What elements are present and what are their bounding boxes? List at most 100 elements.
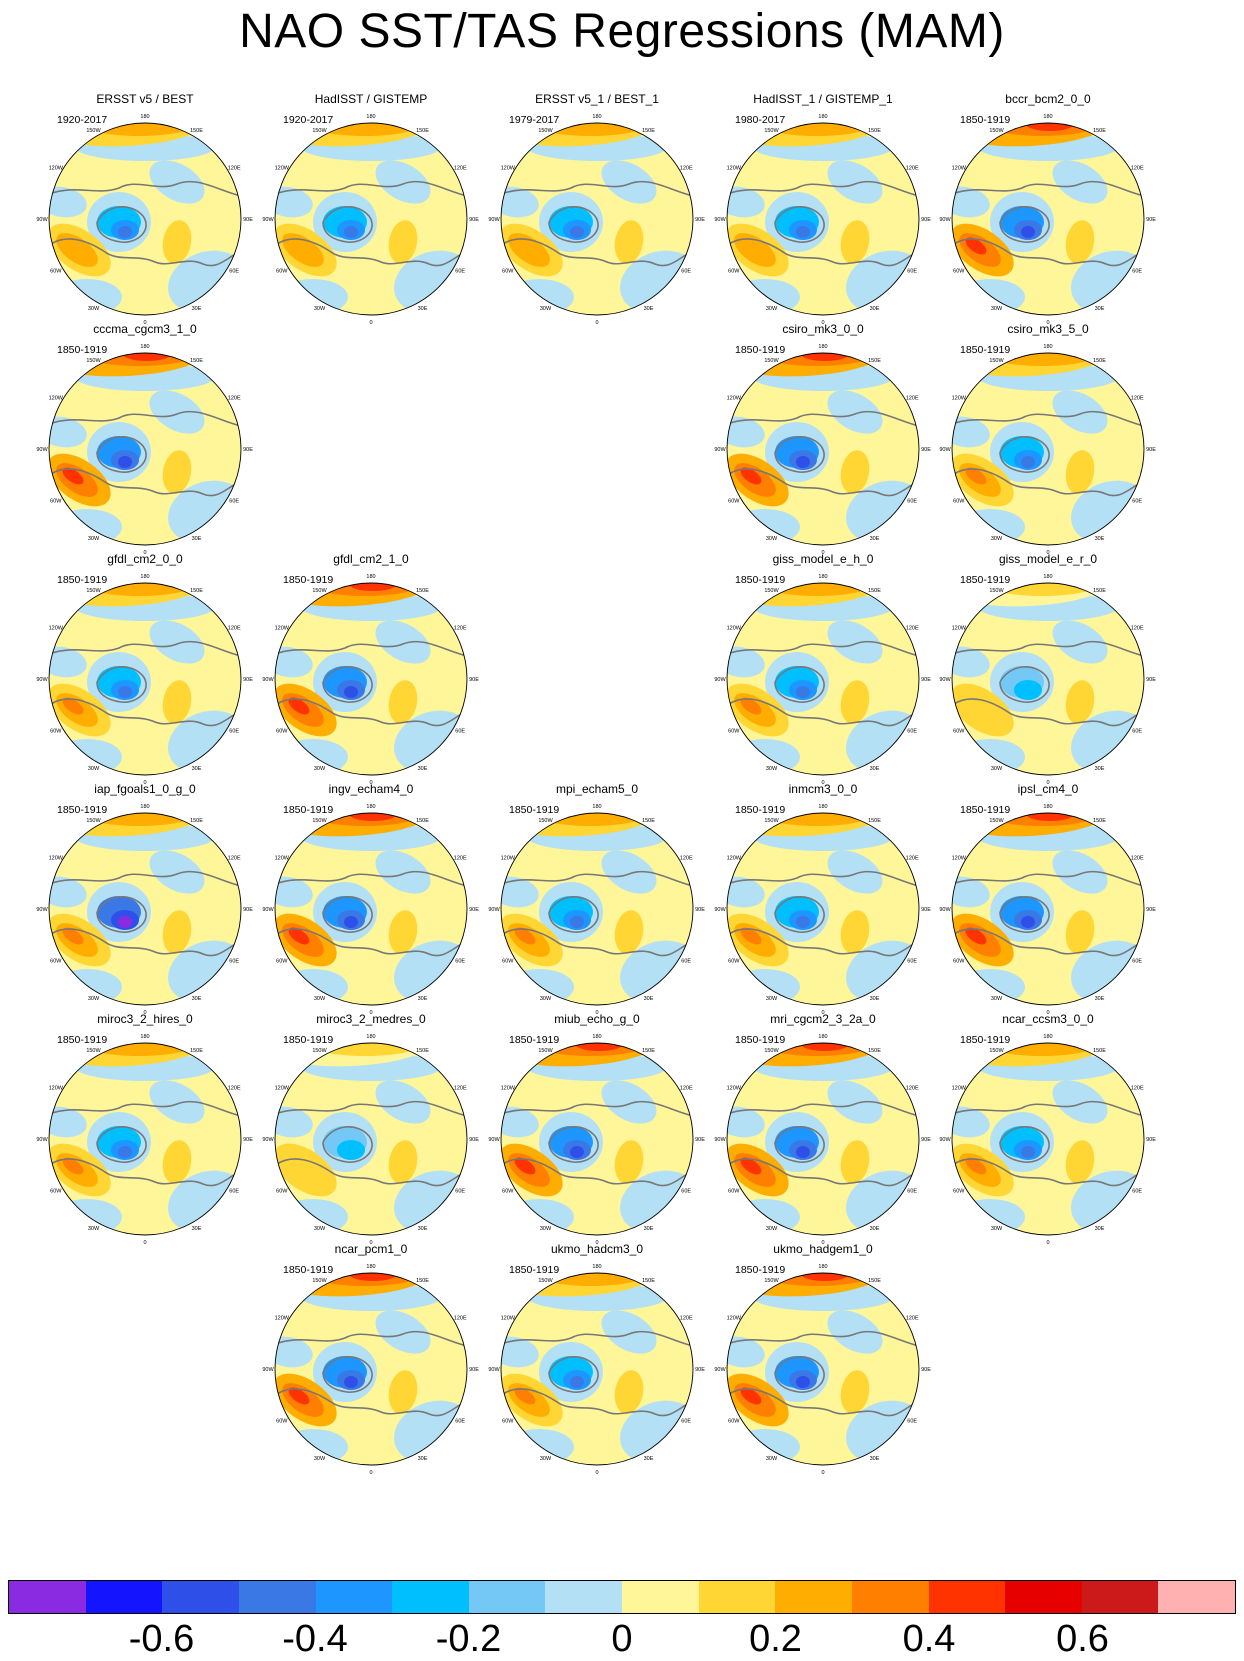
longitude-label: 180 <box>1043 574 1052 580</box>
longitude-label: 30E <box>644 996 654 1002</box>
longitude-label: 60E <box>455 269 465 275</box>
longitude-label: 150W <box>86 1048 101 1054</box>
atlantic-warm-core <box>965 927 987 945</box>
longitude-label: 60W <box>502 959 514 965</box>
longitude-label: 90E <box>921 447 931 453</box>
map-panel: 180 150E 120E 90E 60E 30E 0 30W 60W 90W 120W 150W nc… <box>253 1242 489 1484</box>
longitude-label: 120E <box>454 166 467 172</box>
longitude-label: 60W <box>502 269 514 275</box>
map-panel: 180 150E 120E 90E 60E 30E 0 30W 60W 90W 120W 150W mr… <box>705 1012 941 1254</box>
panel-period: 1980-2017 <box>735 114 786 126</box>
longitude-label: 90W <box>714 447 726 453</box>
eurasia-warm-anomaly <box>840 450 870 494</box>
longitude-label: 30W <box>766 536 778 542</box>
eurasia-warm-anomaly <box>840 1140 870 1184</box>
labrador-cold-core <box>118 1146 132 1158</box>
atlantic-warm-core <box>62 467 84 485</box>
longitude-label: 180 <box>818 804 827 810</box>
longitude-label: 90W <box>36 907 48 913</box>
longitude-label: 60E <box>229 959 239 965</box>
panel-title: HadISST_1 / GISTEMP_1 <box>753 92 893 106</box>
coastlines <box>49 870 241 957</box>
longitude-label: 30E <box>1095 1226 1105 1232</box>
longitude-label: 120W <box>952 396 967 402</box>
cool-region <box>601 850 657 894</box>
map-panel: 180 150E 120E 90E 60E 30E 0 30W 60W 90W 120W 150W mi… <box>479 1012 715 1254</box>
coastlines <box>952 1100 1144 1187</box>
polar-stereographic-map: 180 150E 120E 90E 60E 30E 0 30W 60W 90W 120W 150W <box>262 804 479 1016</box>
longitude-label: 90E <box>469 1367 479 1373</box>
longitude-label: 90W <box>714 1137 726 1143</box>
map-boundary <box>500 1042 694 1236</box>
longitude-label: 120W <box>501 1086 516 1092</box>
coastlines <box>275 870 467 957</box>
longitude-label: 60E <box>229 1189 239 1195</box>
longitude-label: 90E <box>469 677 479 683</box>
eurasia-warm-anomaly <box>840 910 870 954</box>
longitude-label: 180 <box>366 1264 375 1270</box>
colorbar-tick-label: -0.2 <box>435 1618 502 1660</box>
longitude-label: 180 <box>140 574 149 580</box>
map-panel: 180 150E 120E 90E 60E 30E 0 30W 60W 90W 120W 150W uk… <box>479 1242 715 1484</box>
longitude-label: 30E <box>418 1226 428 1232</box>
longitude-label: 150E <box>416 818 429 824</box>
longitude-label: 90W <box>939 907 951 913</box>
polar-stereographic-map: 180 150E 120E 90E 60E 30E 0 30W 60W 90W 120W 150W <box>714 1034 931 1246</box>
longitude-label: 120W <box>952 1086 967 1092</box>
eurasia-warm-anomaly <box>1065 220 1095 264</box>
eurasia-warm-anomaly <box>388 220 418 264</box>
panel-period: 1850-1919 <box>509 1264 560 1276</box>
longitude-label: 90E <box>469 217 479 223</box>
coastlines <box>501 180 693 267</box>
panel-title: cccma_cgcm3_1_0 <box>93 322 197 336</box>
colorbar-tick-label: 0.4 <box>902 1618 956 1660</box>
longitude-label: 30E <box>870 536 880 542</box>
longitude-label: 120W <box>952 166 967 172</box>
coastlines <box>49 180 241 267</box>
longitude-label: 150E <box>190 588 203 594</box>
longitude-label: 90E <box>243 907 253 913</box>
longitude-label: 30W <box>540 306 552 312</box>
polar-stereographic-map: 180 150E 120E 90E 60E 30E 0 30W 60W 90W 120W 150W <box>36 804 253 1016</box>
longitude-label: 0 <box>595 1470 598 1476</box>
longitude-label: 150W <box>764 1278 779 1284</box>
polar-stereographic-map: 180 150E 120E 90E 60E 30E 0 30W 60W 90W 120W 150W <box>939 114 1156 326</box>
coastlines <box>49 1100 241 1187</box>
polar-stereographic-map: 180 150E 120E 90E 60E 30E 0 30W 60W 90W 120W 150W <box>488 804 705 1016</box>
atlantic-warm-core <box>288 927 310 945</box>
longitude-label: 90E <box>243 677 253 683</box>
longitude-label: 60E <box>1132 1189 1142 1195</box>
coastlines <box>275 640 467 727</box>
longitude-label: 120E <box>454 1086 467 1092</box>
longitude-label: 150E <box>416 128 429 134</box>
longitude-label: 0 <box>1046 550 1049 556</box>
longitude-label: 180 <box>592 1034 601 1040</box>
longitude-label: 120E <box>1131 1086 1144 1092</box>
longitude-label: 150E <box>190 1048 203 1054</box>
cool-region <box>601 1310 657 1354</box>
coastlines <box>275 1100 467 1187</box>
map-panel: 180 150E 120E 90E 60E 30E 0 30W 60W 90W 120W 150W ER… <box>27 92 263 334</box>
coastlines <box>275 1330 467 1417</box>
map-boundary <box>951 1042 1145 1236</box>
atlantic-warm-core <box>514 927 536 945</box>
longitude-label: 60W <box>953 1189 965 1195</box>
eurasia-warm-anomaly <box>1065 1140 1095 1184</box>
cool-region <box>375 850 431 894</box>
longitude-label: 150E <box>416 1048 429 1054</box>
longitude-label: 30E <box>1095 306 1105 312</box>
atlantic-warm-core <box>740 1157 762 1175</box>
longitude-label: 30E <box>192 1226 202 1232</box>
map-boundary <box>726 1042 920 1236</box>
panel-period: 1850-1919 <box>57 344 108 356</box>
longitude-label: 0 <box>369 1010 372 1016</box>
labrador-cold-core <box>344 916 358 928</box>
colorbar-tick-label: 0 <box>611 1618 633 1660</box>
coastlines <box>727 180 919 267</box>
longitude-label: 120W <box>275 626 290 632</box>
map-panel: 180 150E 120E 90E 60E 30E 0 30W 60W 90W 120W 150W mp… <box>479 782 715 1024</box>
colorbar-tick-label: -0.6 <box>128 1618 195 1660</box>
colorbar-swatch <box>392 1581 469 1613</box>
polar-stereographic-map: 180 150E 120E 90E 60E 30E 0 30W 60W 90W 120W 150W <box>36 574 253 786</box>
labrador-cold-core <box>344 686 358 698</box>
